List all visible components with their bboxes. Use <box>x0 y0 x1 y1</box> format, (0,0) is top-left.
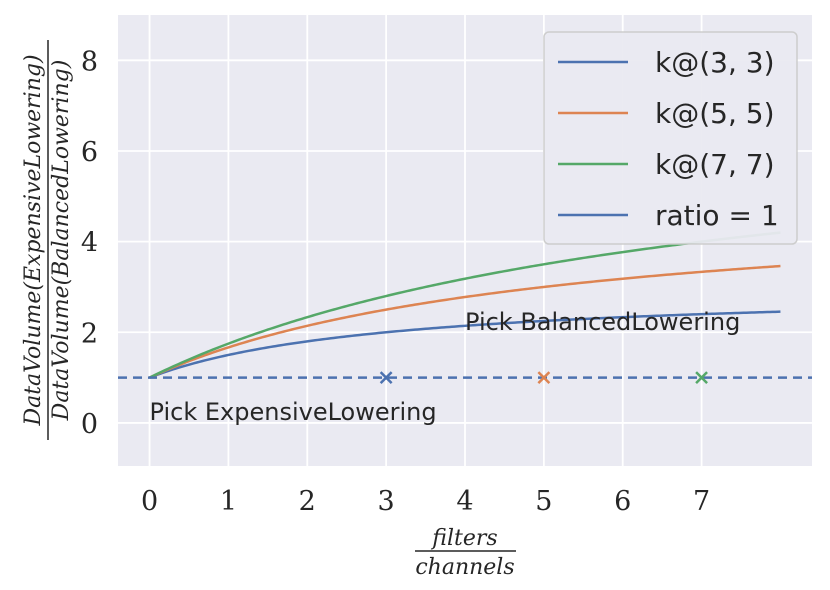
y-tick-label: 8 <box>81 46 98 77</box>
annotation-text: Pick BalancedLowering <box>465 308 740 336</box>
crossover-markers <box>379 371 708 384</box>
series-lines <box>118 231 812 379</box>
x-axis-label-numerator: filters <box>430 526 497 551</box>
y-tick-label: 2 <box>81 318 98 349</box>
y-axis-label-numerator: DataVolume(ExpensiveLowering) <box>21 54 46 426</box>
x-tick-label: 2 <box>299 486 316 517</box>
x-tick-label: 1 <box>220 486 237 517</box>
legend-label: k@(3, 3) <box>655 46 775 79</box>
x-tick-labels: 0 1 2 3 4 5 6 7 <box>141 486 710 517</box>
legend: k@(3, 3) k@(5, 5) k@(7, 7) ratio = 1 <box>543 31 798 245</box>
y-tick-label: 6 <box>81 137 98 168</box>
x-axis-label: filters channels <box>415 526 516 580</box>
y-axis-label: DataVolume(ExpensiveLowering) DataVolume… <box>21 40 74 440</box>
legend-box <box>543 31 798 245</box>
y-tick-label: 4 <box>81 228 98 259</box>
legend-label: k@(5, 5) <box>655 97 775 130</box>
x-tick-label: 6 <box>614 486 631 517</box>
y-axis-label-denominator: DataVolume(BalancedLowering) <box>49 60 74 422</box>
legend-label: ratio = 1 <box>655 199 779 232</box>
x-axis-label-denominator: channels <box>415 555 514 580</box>
crossover-marker-k7 <box>695 371 708 384</box>
y-tick-label: 0 <box>81 409 98 440</box>
crossover-marker-k5 <box>537 371 551 384</box>
x-tick-label: 5 <box>535 486 552 517</box>
legend-label: k@(7, 7) <box>655 148 775 181</box>
annotation-text: Pick ExpensiveLowering <box>150 398 437 426</box>
crossover-marker-k3 <box>379 371 393 384</box>
series-line-k3 <box>149 310 781 379</box>
x-tick-label: 0 <box>141 486 158 517</box>
x-tick-label: 3 <box>378 486 395 517</box>
x-tick-label: 7 <box>693 486 710 517</box>
series-line-k7 <box>148 231 781 379</box>
y-tick-labels: 0 2 4 6 8 <box>81 46 98 440</box>
x-tick-label: 4 <box>456 486 473 517</box>
annotations: Pick BalancedLowering Pick ExpensiveLower… <box>150 308 741 426</box>
series-line-k5 <box>149 264 781 379</box>
